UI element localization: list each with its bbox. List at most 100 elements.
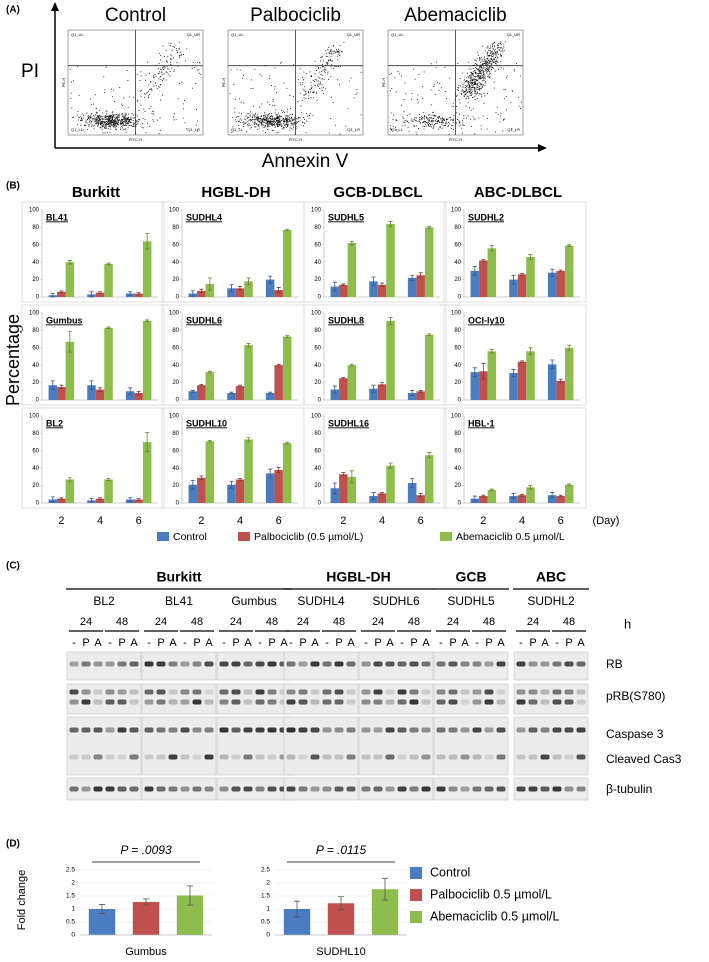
- dot: [496, 56, 498, 58]
- dot: [265, 118, 267, 119]
- dot: [314, 85, 316, 86]
- dot: [89, 117, 91, 119]
- bar: [142, 320, 152, 400]
- dot: [170, 62, 172, 64]
- dot: [414, 118, 416, 120]
- lane-label: A: [461, 637, 469, 649]
- dot: [393, 114, 395, 116]
- band: [322, 727, 332, 733]
- dot: [272, 124, 273, 126]
- dot: [260, 122, 262, 124]
- group-header: ABC-DLBCL: [474, 184, 562, 201]
- dot: [112, 116, 113, 117]
- dot: [247, 121, 249, 123]
- dot: [266, 116, 268, 118]
- y-tick-label: 80: [454, 225, 461, 231]
- dot: [494, 59, 496, 61]
- dot: [130, 118, 132, 120]
- dot: [132, 96, 134, 98]
- dot: [97, 117, 99, 119]
- y-tick-label: 60: [172, 242, 179, 248]
- dot: [468, 96, 470, 98]
- dot: [284, 120, 286, 122]
- dot: [267, 119, 269, 121]
- dot: [466, 95, 468, 97]
- dot: [451, 119, 453, 120]
- band: [219, 754, 229, 760]
- dot: [94, 115, 96, 117]
- dot: [426, 116, 428, 118]
- timepoint-label: 24: [447, 616, 459, 628]
- dot: [479, 82, 481, 84]
- y-tick-label: 100: [169, 208, 180, 214]
- dot: [273, 124, 275, 126]
- bar: [416, 391, 425, 400]
- dot: [479, 86, 481, 87]
- legend-swatch: [410, 867, 422, 879]
- dot: [112, 116, 114, 118]
- blot: [283, 683, 359, 715]
- dot: [483, 103, 485, 104]
- dot: [474, 91, 476, 93]
- y-tick-label: 40: [32, 363, 39, 369]
- dot: [341, 51, 343, 52]
- dot: [336, 49, 338, 51]
- dot: [495, 53, 497, 55]
- dot: [113, 126, 115, 128]
- y-tick-label: 20: [32, 483, 39, 489]
- dot: [395, 119, 397, 121]
- bar: [369, 388, 378, 400]
- dot: [335, 50, 337, 52]
- bar: [547, 364, 557, 400]
- x-tick-label: 6: [136, 515, 142, 527]
- dot: [136, 73, 138, 75]
- dot: [197, 69, 199, 71]
- dot: [516, 63, 517, 64]
- dot: [421, 116, 423, 118]
- dot: [171, 67, 173, 69]
- dot: [422, 97, 424, 99]
- dot: [114, 124, 116, 126]
- error-bar: [145, 432, 150, 453]
- time-unit: h: [624, 616, 631, 631]
- band: [516, 699, 526, 705]
- band: [192, 689, 202, 695]
- band: [69, 661, 79, 667]
- dot: [453, 118, 455, 120]
- dot: [286, 126, 288, 127]
- bar: [416, 495, 425, 503]
- dot: [92, 119, 94, 121]
- dot: [124, 114, 126, 116]
- dot: [250, 111, 251, 113]
- dot: [254, 116, 255, 118]
- dot: [147, 122, 148, 124]
- band: [310, 661, 320, 667]
- bar: [526, 351, 535, 400]
- band: [361, 661, 371, 667]
- band: [552, 661, 562, 667]
- dot: [470, 79, 472, 81]
- dot: [338, 48, 339, 50]
- dot: [479, 59, 480, 61]
- dot: [152, 119, 154, 121]
- band: [69, 727, 79, 733]
- y-tick-label: 20: [172, 483, 179, 489]
- dot: [132, 123, 134, 125]
- group-header: Burkitt: [156, 569, 201, 585]
- dot: [496, 106, 498, 108]
- dot: [303, 86, 305, 88]
- dot: [431, 126, 432, 128]
- dot: [180, 54, 182, 56]
- dot: [304, 123, 306, 125]
- dot: [450, 119, 452, 121]
- band: [346, 786, 356, 792]
- dot: [142, 123, 144, 125]
- dot: [104, 122, 106, 123]
- dot: [87, 115, 89, 117]
- dot: [111, 120, 113, 122]
- dot: [117, 116, 119, 117]
- dot: [489, 62, 490, 64]
- dot: [277, 125, 278, 126]
- y-tick-label: 60: [32, 448, 39, 454]
- dot: [298, 79, 299, 81]
